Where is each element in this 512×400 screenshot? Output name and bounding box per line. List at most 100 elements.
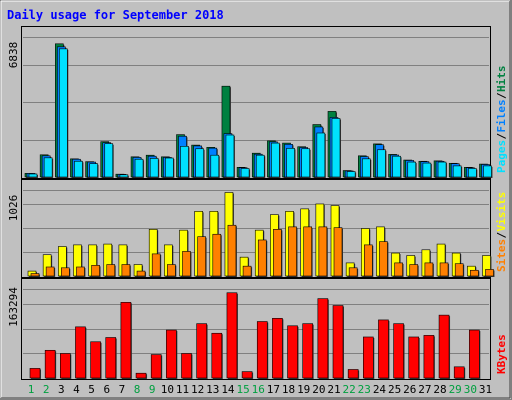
bar-kbytes-29 xyxy=(453,366,465,379)
bar-sites-8 xyxy=(136,270,146,277)
bar-sites-24 xyxy=(379,241,388,277)
x-tick-label-5: 5 xyxy=(88,383,95,396)
x-tick-label-4: 4 xyxy=(73,383,80,396)
bar-sites-31 xyxy=(485,269,494,277)
bar-pages-2 xyxy=(43,157,53,178)
x-tick-label-12: 12 xyxy=(191,383,204,396)
bar-kbytes-15 xyxy=(241,371,253,379)
bar-sites-18 xyxy=(288,226,297,277)
bar-pages-22 xyxy=(346,171,356,178)
legend-visits: Visits xyxy=(495,192,508,232)
x-tick-label-13: 13 xyxy=(206,383,219,396)
bar-sites-11 xyxy=(182,251,191,277)
bar-pages-7 xyxy=(119,174,129,178)
bar-pages-29 xyxy=(452,165,462,178)
legend-separator-0: / xyxy=(495,133,508,140)
x-tick-label-1: 1 xyxy=(28,383,35,396)
bar-kbytes-23 xyxy=(362,336,374,379)
bar-kbytes-21 xyxy=(332,305,344,379)
bar-kbytes-2 xyxy=(44,349,56,379)
bar-sites-16 xyxy=(257,239,267,277)
bar-pages-4 xyxy=(74,160,83,178)
bar-sites-14 xyxy=(227,224,237,277)
x-tick-label-20: 20 xyxy=(312,383,325,396)
bar-kbytes-17 xyxy=(272,318,283,379)
bar-kbytes-13 xyxy=(211,332,223,379)
bar-pages-20 xyxy=(316,132,326,178)
bar-sites-2 xyxy=(45,266,55,277)
bar-sites-1 xyxy=(30,273,40,277)
bar-kbytes-4 xyxy=(75,326,86,379)
bar-pages-3 xyxy=(58,48,68,178)
legend-files: Files xyxy=(495,99,508,132)
bar-kbytes-26 xyxy=(408,336,420,379)
x-tick-label-11: 11 xyxy=(176,383,189,396)
bar-pages-26 xyxy=(407,161,417,178)
bar-sites-5 xyxy=(91,265,100,277)
x-tick-label-8: 8 xyxy=(134,383,141,396)
x-tick-label-6: 6 xyxy=(103,383,110,396)
bar-sites-17 xyxy=(273,229,282,277)
bar-kbytes-1 xyxy=(29,368,41,379)
bar-sites-9 xyxy=(151,253,161,277)
bar-kbytes-5 xyxy=(90,341,101,379)
x-tick-label-3: 3 xyxy=(58,383,65,396)
bar-kbytes-27 xyxy=(423,335,435,379)
bar-pages-24 xyxy=(377,149,386,178)
bars-layer xyxy=(24,43,495,379)
x-tick-label-9: 9 xyxy=(149,383,156,396)
bar-pages-14 xyxy=(225,134,235,178)
bar-kbytes-8 xyxy=(135,372,147,379)
bar-sites-22 xyxy=(348,267,358,277)
bar-sites-15 xyxy=(242,265,252,277)
bar-kbytes-16 xyxy=(256,321,268,379)
legend-sites: Sites xyxy=(495,239,508,272)
bar-sites-7 xyxy=(121,264,131,277)
bar-pages-21 xyxy=(331,118,341,178)
bar-pages-12 xyxy=(195,148,204,178)
x-tick-label-29: 29 xyxy=(449,383,462,396)
x-tick-label-10: 10 xyxy=(161,383,174,396)
bar-pages-11 xyxy=(180,146,189,178)
bar-sites-3 xyxy=(60,267,70,277)
bar-sites-19 xyxy=(303,226,313,277)
x-tick-label-26: 26 xyxy=(403,383,416,396)
bar-kbytes-9 xyxy=(150,354,162,379)
bar-kbytes-6 xyxy=(105,337,117,379)
bar-pages-30 xyxy=(468,168,477,178)
bar-kbytes-14 xyxy=(226,292,238,379)
bar-kbytes-28 xyxy=(438,314,450,379)
bar-pages-9 xyxy=(149,158,159,178)
legend-pages: Pages xyxy=(495,140,508,173)
bar-pages-25 xyxy=(392,155,401,178)
bar-pages-16 xyxy=(255,154,265,178)
legend-kbytes: KBytes xyxy=(495,334,508,374)
bar-pages-5 xyxy=(89,163,98,178)
bar-pages-13 xyxy=(210,154,220,178)
x-tick-label-14: 14 xyxy=(221,383,235,396)
legend-separator-0: / xyxy=(495,232,508,239)
x-tick-label-24: 24 xyxy=(373,383,387,396)
x-tick-label-16: 16 xyxy=(252,383,265,396)
bar-sites-13 xyxy=(212,233,222,277)
bar-sites-23 xyxy=(363,244,373,277)
bar-pages-18 xyxy=(286,148,295,178)
x-tick-label-22: 22 xyxy=(343,383,356,396)
bar-pages-6 xyxy=(104,143,114,178)
bar-kbytes-10 xyxy=(166,329,177,379)
legend-separator-1: / xyxy=(495,92,508,99)
x-tick-label-18: 18 xyxy=(282,383,295,396)
bar-sites-29 xyxy=(454,263,464,277)
bar-kbytes-18 xyxy=(287,325,298,379)
bar-sites-27 xyxy=(424,262,434,277)
x-tick-label-21: 21 xyxy=(327,383,340,396)
bar-kbytes-7 xyxy=(120,302,132,379)
bar-sites-21 xyxy=(333,227,343,277)
x-tick-label-2: 2 xyxy=(43,383,50,396)
bar-pages-19 xyxy=(301,148,311,178)
bar-pages-10 xyxy=(165,157,174,178)
bar-sites-30 xyxy=(470,269,479,277)
bar-pages-28 xyxy=(437,161,447,178)
bar-pages-1 xyxy=(28,173,38,178)
